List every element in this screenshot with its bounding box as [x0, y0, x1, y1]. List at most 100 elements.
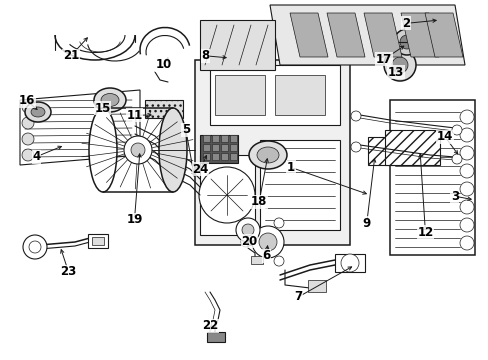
Ellipse shape: [89, 108, 117, 192]
Text: 13: 13: [387, 66, 404, 78]
Text: 21: 21: [62, 49, 79, 62]
Bar: [221, 153, 227, 160]
Bar: [212, 144, 219, 151]
Bar: [209, 65, 339, 125]
Circle shape: [451, 154, 461, 164]
Circle shape: [273, 256, 284, 266]
Bar: [200, 155, 254, 235]
Bar: [203, 153, 209, 160]
Bar: [229, 144, 237, 151]
Circle shape: [383, 49, 415, 81]
Circle shape: [199, 167, 254, 223]
Circle shape: [350, 142, 360, 152]
Bar: [221, 144, 227, 151]
Bar: [260, 140, 339, 230]
Circle shape: [459, 218, 473, 232]
Text: 22: 22: [202, 319, 218, 332]
Text: 5: 5: [182, 123, 189, 136]
Polygon shape: [326, 13, 364, 57]
Bar: [145, 100, 183, 118]
Circle shape: [393, 29, 419, 55]
Circle shape: [459, 236, 473, 250]
Circle shape: [459, 200, 473, 214]
Text: 18: 18: [250, 195, 267, 208]
Bar: [229, 135, 237, 142]
Circle shape: [459, 110, 473, 124]
Text: 17: 17: [375, 53, 391, 66]
Text: 16: 16: [19, 94, 35, 107]
Ellipse shape: [94, 88, 126, 112]
Text: 12: 12: [416, 226, 433, 239]
Circle shape: [22, 149, 34, 161]
Text: 20: 20: [241, 235, 257, 248]
Bar: [88, 234, 108, 248]
Circle shape: [459, 128, 473, 142]
Circle shape: [251, 226, 284, 258]
Bar: [200, 20, 274, 70]
Circle shape: [241, 237, 250, 247]
Bar: [203, 135, 209, 142]
Circle shape: [399, 35, 413, 49]
Text: 15: 15: [94, 102, 111, 114]
Circle shape: [273, 218, 284, 228]
Circle shape: [236, 218, 260, 242]
Bar: [203, 144, 209, 151]
Bar: [334, 254, 364, 272]
Bar: [367, 137, 402, 165]
Circle shape: [22, 117, 34, 129]
Bar: [92, 237, 104, 245]
Text: 9: 9: [362, 217, 370, 230]
Ellipse shape: [31, 107, 45, 117]
Polygon shape: [424, 13, 462, 57]
Bar: [274, 75, 325, 115]
Text: 4: 4: [33, 150, 41, 163]
Circle shape: [22, 133, 34, 145]
Text: 10: 10: [155, 58, 172, 71]
Text: 1: 1: [286, 161, 294, 174]
Bar: [195, 60, 349, 245]
Circle shape: [22, 101, 34, 113]
Polygon shape: [400, 13, 438, 57]
Bar: [200, 135, 238, 163]
Circle shape: [340, 254, 358, 272]
Bar: [389, 100, 474, 255]
Text: 19: 19: [126, 213, 142, 226]
Polygon shape: [20, 90, 140, 165]
Polygon shape: [289, 13, 327, 57]
Bar: [206, 332, 224, 342]
Text: 11: 11: [126, 109, 142, 122]
Bar: [215, 75, 264, 115]
Bar: [384, 130, 439, 165]
Text: 3: 3: [450, 190, 458, 203]
Text: 2: 2: [401, 17, 409, 30]
Ellipse shape: [101, 94, 119, 107]
Circle shape: [242, 224, 253, 236]
Circle shape: [259, 233, 276, 251]
Ellipse shape: [159, 108, 186, 192]
Bar: [212, 135, 219, 142]
Circle shape: [451, 125, 461, 135]
Circle shape: [459, 146, 473, 160]
Circle shape: [131, 143, 145, 157]
Text: 23: 23: [60, 265, 77, 278]
Bar: [307, 280, 325, 292]
Bar: [250, 256, 263, 264]
Polygon shape: [363, 13, 401, 57]
Text: 14: 14: [436, 130, 452, 143]
Polygon shape: [269, 5, 464, 65]
Ellipse shape: [25, 102, 51, 122]
Circle shape: [350, 111, 360, 121]
Ellipse shape: [257, 147, 279, 163]
Circle shape: [459, 182, 473, 196]
Text: 6: 6: [262, 249, 270, 262]
Circle shape: [29, 241, 41, 253]
Circle shape: [391, 57, 407, 73]
Text: 8: 8: [201, 49, 209, 62]
Text: 24: 24: [192, 163, 208, 176]
Ellipse shape: [248, 141, 286, 169]
Circle shape: [124, 136, 152, 164]
Bar: [221, 135, 227, 142]
Bar: [229, 153, 237, 160]
Circle shape: [23, 235, 47, 259]
Bar: [212, 153, 219, 160]
